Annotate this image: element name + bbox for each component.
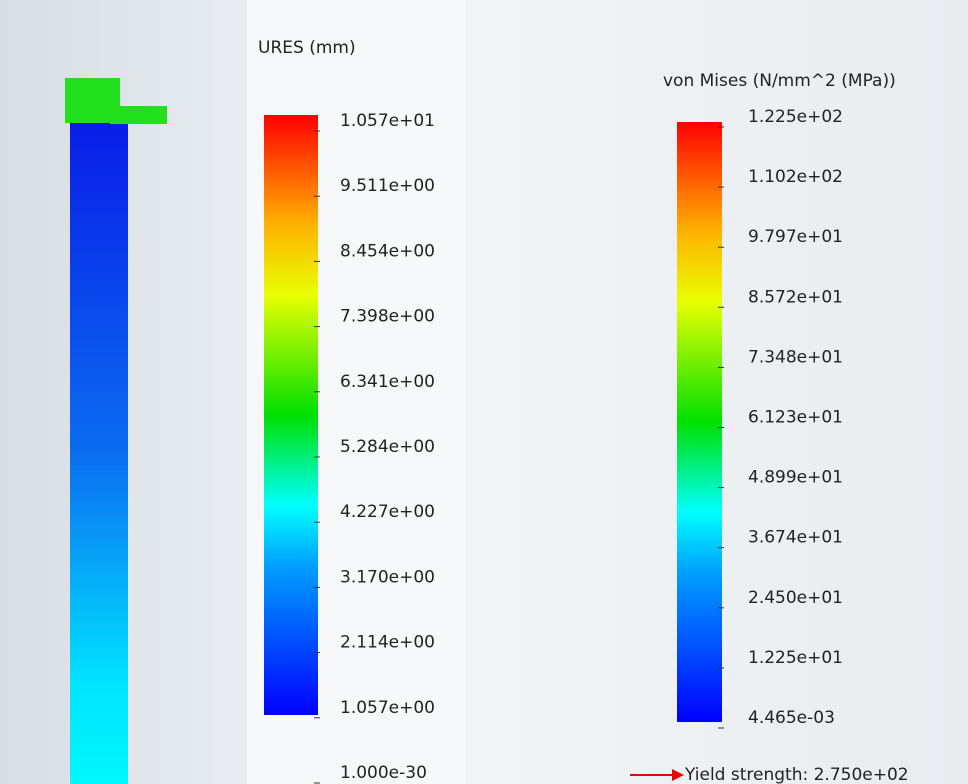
legend-label: 4.465e-03 [748, 708, 835, 728]
legend-label: 2.114e+00 [340, 633, 435, 653]
legend-label: 6.341e+00 [340, 372, 435, 392]
legend-label: 7.348e+01 [748, 347, 843, 367]
legend-label: 1.057e+00 [340, 698, 435, 718]
legend-label: 8.572e+01 [748, 287, 843, 307]
screenshot: URES (mm) von Mises (N/mm^2 (MPa)) Yield… [0, 0, 968, 784]
colorbar [264, 115, 318, 715]
legend-label: 2.450e+01 [748, 588, 843, 608]
legend-label: 1.225e+02 [748, 107, 843, 127]
legend-title: URES (mm) [258, 38, 356, 58]
legend-label: 4.899e+01 [748, 468, 843, 488]
yield-label: Yield strength: 2.750e+02 [684, 765, 909, 784]
legend-label: 1.057e+01 [340, 111, 435, 131]
legend-label: 7.398e+00 [340, 307, 435, 327]
model-part [70, 120, 128, 784]
legend-label: 3.674e+01 [748, 528, 843, 548]
legend-label: 9.797e+01 [748, 227, 843, 247]
legend-label: 8.454e+00 [340, 241, 435, 261]
legend-label: 9.511e+00 [340, 176, 435, 196]
colorbar [677, 122, 722, 722]
legend-title: von Mises (N/mm^2 (MPa)) [663, 71, 896, 91]
model-top-flange [110, 106, 167, 124]
legend-label: 1.102e+02 [748, 167, 843, 187]
legend-label: 6.123e+01 [748, 408, 843, 428]
legend-label: 3.170e+00 [340, 567, 435, 587]
legend-label: 5.284e+00 [340, 437, 435, 457]
legend-label: 1.000e-30 [340, 763, 427, 783]
legend-label: 1.225e+01 [748, 648, 843, 668]
legend-label: 4.227e+00 [340, 502, 435, 522]
